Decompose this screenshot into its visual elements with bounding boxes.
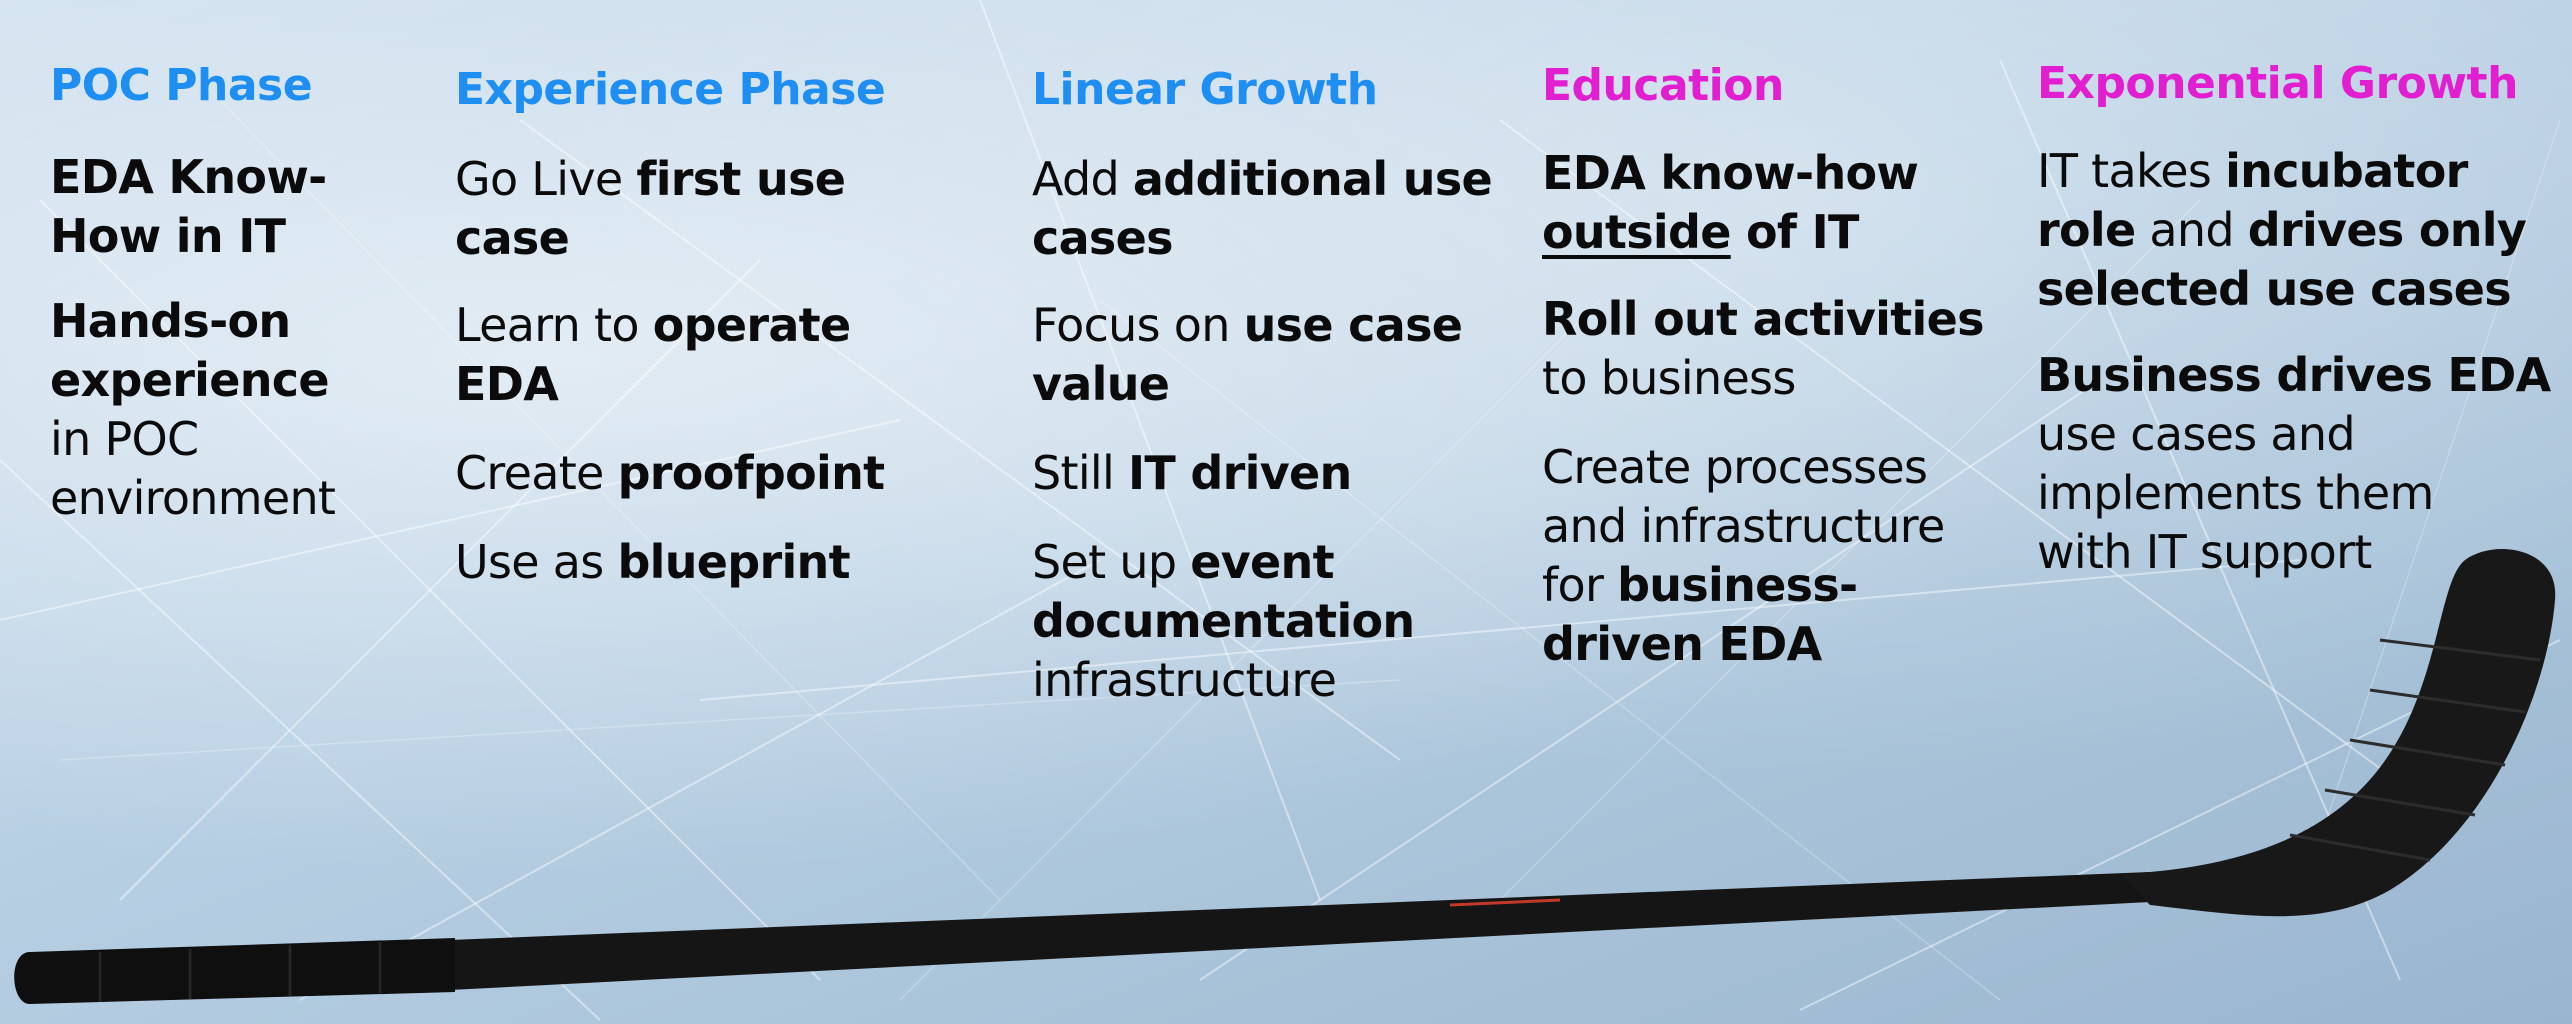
emphasis-text: EDA know-how xyxy=(1542,146,1919,200)
emphasis-text: cases xyxy=(1032,211,1173,265)
column-item: Add additional use cases xyxy=(1032,150,1522,268)
column-heading: Linear Growth xyxy=(1032,64,1378,115)
body-text: Go Live xyxy=(455,152,637,206)
emphasis-text: first use xyxy=(636,152,846,206)
column-heading: Experience Phase xyxy=(455,64,886,115)
emphasis-text: EDA xyxy=(455,357,559,411)
column-item: Learn to operate EDA xyxy=(455,296,975,414)
body-text: to business xyxy=(1542,351,1796,405)
column-item: Roll out activities to business xyxy=(1542,290,2012,408)
body-text: Use as xyxy=(455,535,618,589)
emphasis-text: drives only xyxy=(2247,203,2527,257)
emphasis-text: selected use cases xyxy=(2037,262,2512,316)
emphasis-text: Hands-on xyxy=(50,294,291,348)
emphasis-text: incubator xyxy=(2225,144,2468,198)
column-heading: POC Phase xyxy=(50,60,313,111)
column-item: Create processes and infrastructure for bu… xyxy=(1542,438,2012,674)
body-text: Create xyxy=(455,446,618,500)
column-item: Business drives EDA use cases and implemen… xyxy=(2037,346,2557,582)
column-item: Use as blueprint xyxy=(455,533,975,592)
column-item: IT takes incubator role and drives only se… xyxy=(2037,142,2557,319)
emphasis-text: Business drives EDA xyxy=(2037,348,2551,402)
emphasis-text: Roll out activities xyxy=(1542,292,1984,346)
body-text: in POC xyxy=(50,412,199,466)
body-text: Focus on xyxy=(1032,298,1244,352)
body-text: infrastructure xyxy=(1032,653,1337,707)
body-text: and infrastructure xyxy=(1542,499,1945,553)
emphasis-text: outside xyxy=(1542,205,1731,259)
column-item: Set up event documentation infrastructure xyxy=(1032,533,1522,710)
emphasis-text: value xyxy=(1032,357,1170,411)
emphasis-text: experience xyxy=(50,353,330,407)
body-text: environment xyxy=(50,471,336,525)
emphasis-text: of IT xyxy=(1730,205,1859,259)
emphasis-text: How in IT xyxy=(50,209,286,263)
body-text: implements them xyxy=(2037,466,2434,520)
column-item: Still IT driven xyxy=(1032,444,1522,503)
body-text: with IT support xyxy=(2037,525,2372,579)
body-text: Learn to xyxy=(455,298,653,352)
body-text: Create processes xyxy=(1542,440,1928,494)
column-item: Go Live first use case xyxy=(455,150,975,268)
column-item: EDA Know- How in IT xyxy=(50,148,390,266)
column-heading: Education xyxy=(1542,60,1784,111)
emphasis-text: use case xyxy=(1243,298,1463,352)
body-text: Still xyxy=(1032,446,1128,500)
column-heading: Exponential Growth xyxy=(2037,58,2518,109)
emphasis-text: business- xyxy=(1617,558,1858,612)
body-text: for xyxy=(1542,558,1618,612)
column-item: Focus on use case value xyxy=(1032,296,1522,414)
body-text: and xyxy=(2135,203,2248,257)
body-text: Add xyxy=(1032,152,1133,206)
emphasis-text: driven EDA xyxy=(1542,617,1822,671)
column-item: Create proofpoint xyxy=(455,444,975,503)
emphasis-text: IT driven xyxy=(1128,446,1352,500)
emphasis-text: event xyxy=(1190,535,1334,589)
column-item: Hands-on experience in POC environment xyxy=(50,292,390,528)
hockey-stick-icon xyxy=(14,549,2556,1004)
emphasis-text: documentation xyxy=(1032,594,1415,648)
emphasis-text: case xyxy=(455,211,570,265)
emphasis-text: blueprint xyxy=(617,535,850,589)
emphasis-text: proofpoint xyxy=(617,446,886,500)
emphasis-text: additional use xyxy=(1132,152,1493,206)
body-text: use cases and xyxy=(2037,407,2356,461)
column-item: EDA know-how outside of IT xyxy=(1542,144,2012,262)
body-text: Set up xyxy=(1032,535,1191,589)
emphasis-text: role xyxy=(2037,203,2136,257)
emphasis-text: operate xyxy=(652,298,851,352)
body-text: IT takes xyxy=(2037,144,2226,198)
emphasis-text: EDA Know- xyxy=(50,150,327,204)
